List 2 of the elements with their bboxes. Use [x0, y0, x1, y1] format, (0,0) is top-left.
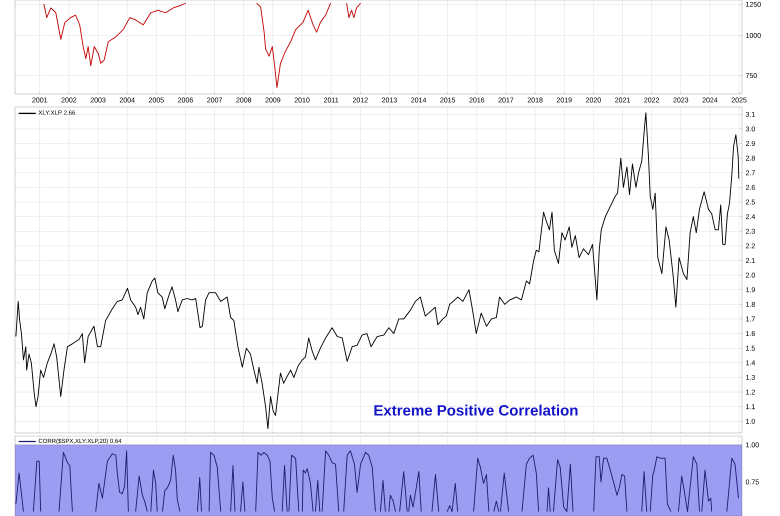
line-series [15, 112, 740, 430]
annotation: Extreme Positive Correlation [374, 404, 578, 416]
